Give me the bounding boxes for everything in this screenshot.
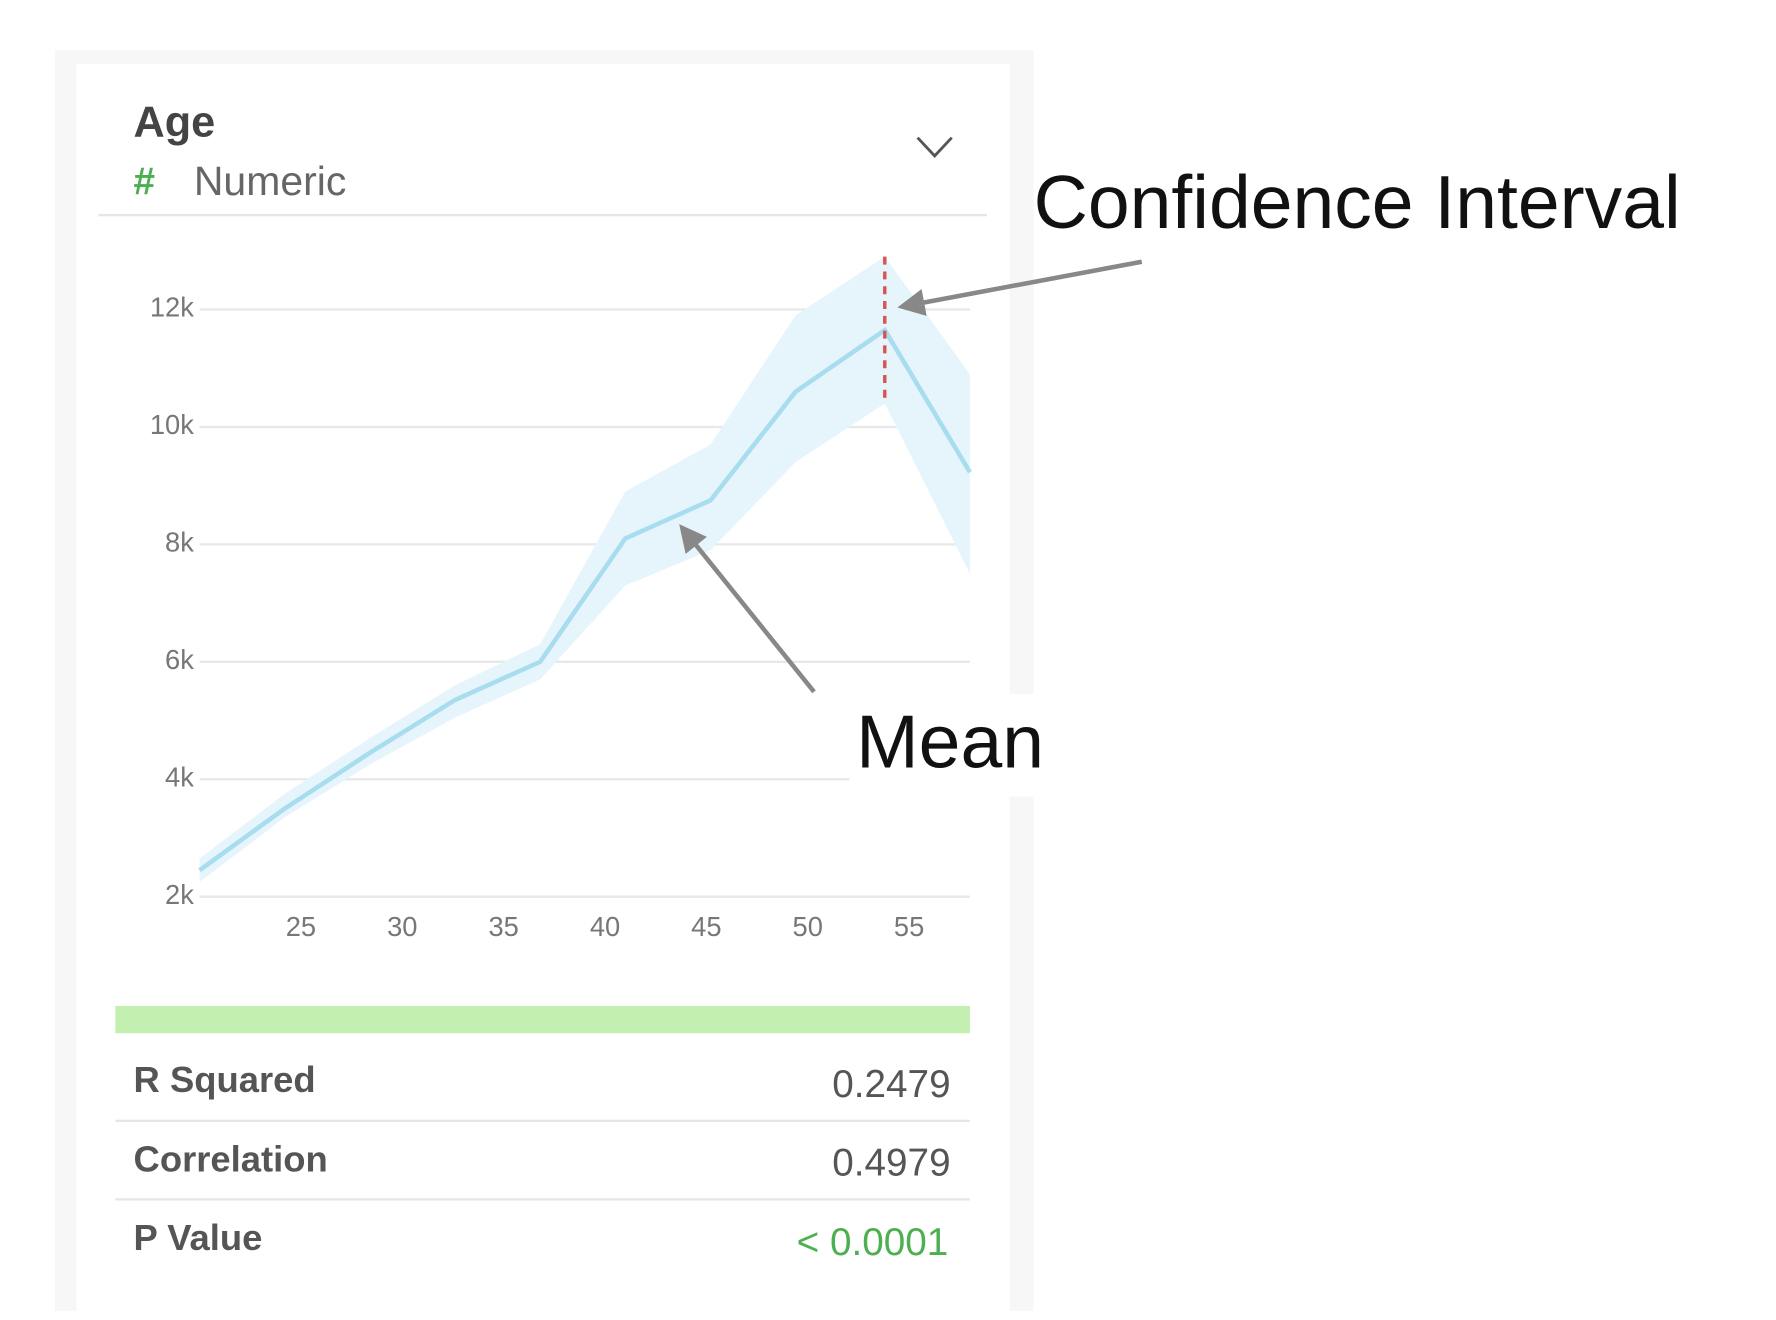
feature-title: Age <box>134 99 216 147</box>
stat-label: P Value <box>134 1217 263 1258</box>
y-tick-label: 10k <box>150 409 194 440</box>
x-tick-label: 55 <box>894 911 924 942</box>
x-tick-label: 50 <box>793 911 823 942</box>
y-tick-label: 2k <box>165 879 194 910</box>
mean-line <box>198 326 972 873</box>
type-icon: # <box>134 161 156 204</box>
y-tick-label: 4k <box>165 761 194 792</box>
annotation-arrow <box>897 259 1143 316</box>
stat-label: Correlation <box>134 1138 328 1179</box>
y-tick-label: 12k <box>150 292 194 323</box>
annotation: Confidence Interval <box>1034 160 1681 244</box>
stat-value: < 0.0001 <box>797 1221 949 1264</box>
annotation-arrow <box>679 524 816 694</box>
plot: 2k 4k 6k 8k 10k 12k 25 30 35 40 45 50 55 <box>150 256 972 942</box>
card <box>76 63 1010 1311</box>
stat-label: R Squared <box>134 1059 316 1100</box>
annotation: Mean <box>856 699 1044 783</box>
y-tick-label: 8k <box>165 527 194 558</box>
x-tick-label: 35 <box>488 911 518 942</box>
annotation-bg <box>849 694 1039 797</box>
x-tick-label: 40 <box>590 911 620 942</box>
x-tick-label: 25 <box>286 911 316 942</box>
y-tick-label: 6k <box>165 644 194 675</box>
stat-value: 0.2479 <box>832 1063 950 1106</box>
type-label: Numeric <box>194 158 346 204</box>
x-tick-label: 45 <box>691 911 721 942</box>
x-tick-label: 30 <box>387 911 417 942</box>
stat-value: 0.4979 <box>832 1141 950 1184</box>
significance-bar <box>115 1005 970 1034</box>
dropdown-chevron[interactable] <box>916 136 953 158</box>
